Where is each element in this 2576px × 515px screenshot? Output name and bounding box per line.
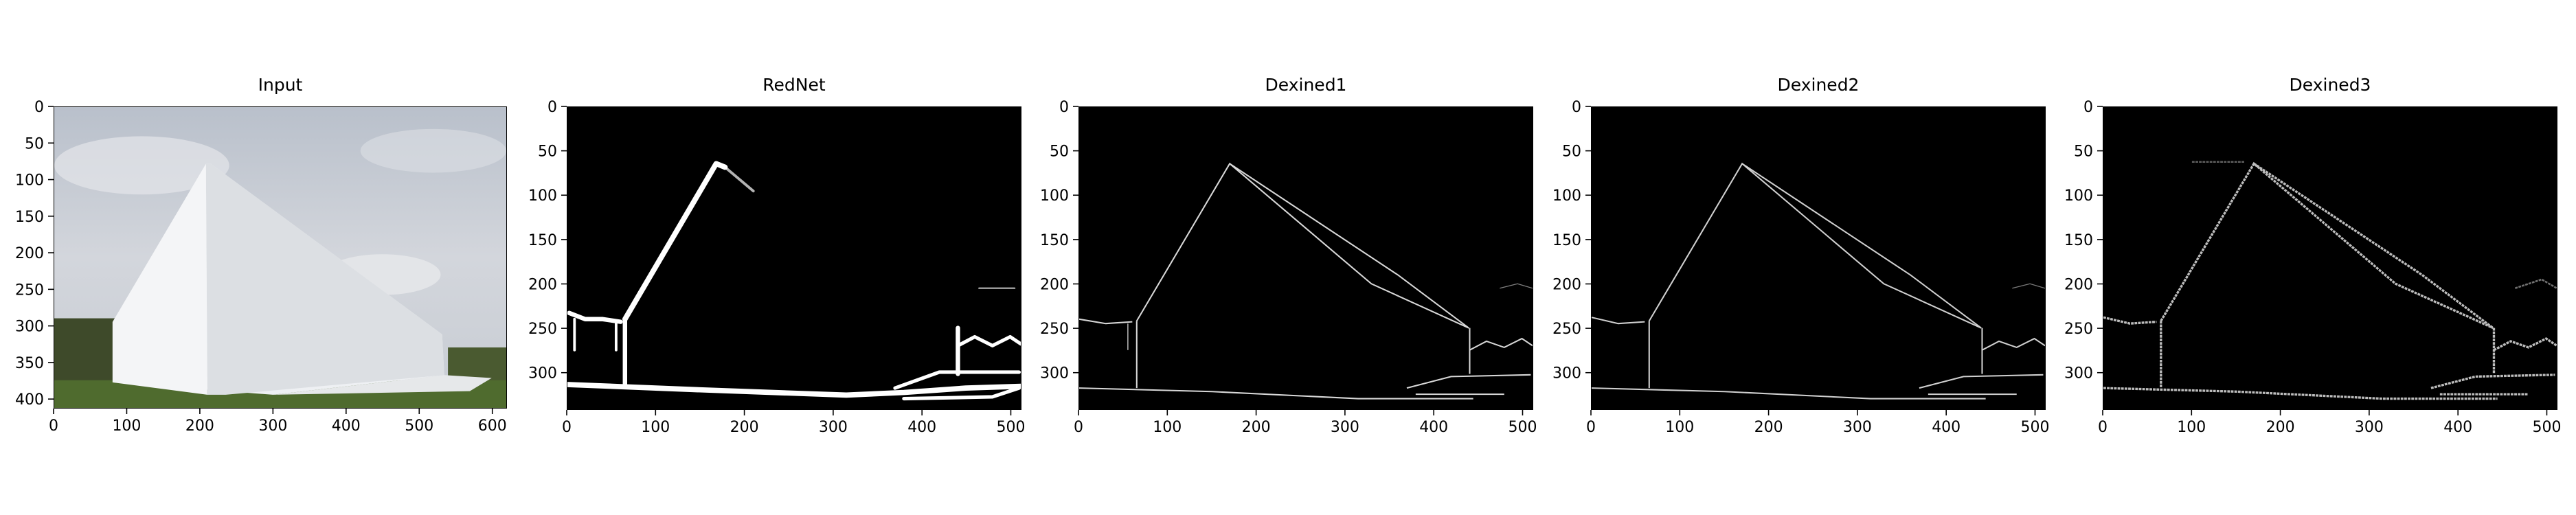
y-tick-label: 200 [1552,276,1581,293]
x-tick-label: 400 [1419,419,1448,436]
axes: 0 100 200 300 400 500 0 50 100 150 200 250 300 [1552,99,2049,436]
x-tick-label: 200 [1754,419,1783,436]
x-tick-label: 200 [2266,419,2295,436]
panel-title: RedNet [762,75,826,95]
panel-input: Input 0 100 200 300 400 500 600 0 50 100 150 200 250 [15,75,507,435]
x-tick-label: 400 [1932,419,1961,436]
y-tick-label: 250 [528,321,557,338]
edge-map [567,107,1021,409]
y-tick-label: 300 [2064,365,2093,382]
panel-dexined2: Dexined2 0 100 200 300 400 500 0 50 100 150 200 250… [1552,75,2049,436]
y-tick-label: 250 [15,282,44,299]
panel-dexined3: Dexined3 0 100 200 300 400 500 0 50 100 150 200 250… [2064,75,2561,436]
x-tick-label: 500 [996,419,1025,436]
panel-title: Dexined2 [1777,75,1860,95]
y-tick-label: 100 [528,187,557,205]
x-tick-label: 100 [1153,419,1182,436]
axes: 0 100 200 300 400 500 0 50 100 150 200 250 300 [528,99,1025,436]
x-tick-label: 500 [1508,419,1537,436]
y-tick-label: 50 [25,135,44,152]
x-tick-label: 500 [405,417,433,435]
axes: 0 100 200 300 400 500 0 50 100 150 200 250 300 [1040,99,1537,436]
y-tick-label: 50 [1050,144,1069,161]
x-tick-label: 0 [49,417,58,435]
x-tick-label: 300 [819,419,848,436]
y-tick-label: 0 [547,99,557,116]
y-tick-label: 200 [2064,276,2093,293]
y-tick-label: 300 [15,319,44,336]
y-tick-label: 250 [1040,321,1069,338]
axes: 0 100 200 300 400 500 0 50 100 150 200 250 300 [2064,99,2561,436]
y-tick-label: 150 [15,209,44,226]
x-tick-label: 300 [2355,419,2384,436]
x-tick-label: 200 [185,417,214,435]
y-tick-label: 200 [528,276,557,293]
y-tick-label: 100 [15,172,44,190]
y-tick-label: 150 [2064,232,2093,249]
y-tick-label: 0 [1572,99,1581,116]
panel-title: Dexined1 [1265,75,1347,95]
y-tick-label: 400 [15,391,44,409]
x-tick-label: 100 [112,417,141,435]
y-tick-label: 200 [1040,276,1069,293]
edge-map [1592,107,2045,409]
x-tick-label: 300 [1843,419,1872,436]
x-tick-label: 0 [562,419,572,436]
y-tick-label: 100 [1552,187,1581,205]
x-tick-label: 100 [2177,419,2206,436]
panel-rednet: RedNet 0 100 200 300 400 500 0 50 100 150 200 250 30… [528,75,1025,436]
x-tick-label: 600 [478,417,507,435]
image-area [54,106,507,409]
x-tick-label: 400 [907,419,936,436]
y-tick-label: 50 [2074,144,2093,161]
y-tick-label: 50 [538,144,557,161]
x-tick-label: 500 [2532,419,2561,436]
edge-map [1079,107,1533,409]
x-tick-label: 0 [2098,419,2108,436]
x-tick-label: 0 [1074,419,1083,436]
x-tick-label: 500 [2020,419,2049,436]
y-tick-label: 250 [2064,321,2093,338]
y-tick-label: 100 [2064,187,2093,205]
y-tick-label: 150 [528,232,557,249]
y-tick-label: 350 [15,355,44,372]
image-area [567,106,1021,410]
y-tick-label: 0 [1059,99,1069,116]
y-tick-label: 300 [528,365,557,382]
panel-dexined1: Dexined1 0 100 200 300 400 500 0 50 100 150 200 250… [1040,75,1537,436]
x-tick-label: 0 [1586,419,1596,436]
image-area [1078,106,1533,410]
panel-title: Input [258,75,303,95]
x-tick-label: 200 [730,419,759,436]
y-tick-label: 150 [1040,232,1069,249]
y-tick-label: 200 [15,245,44,262]
x-tick-label: 100 [1665,419,1694,436]
x-tick-label: 300 [1331,419,1359,436]
x-tick-label: 400 [2443,419,2472,436]
image-area [1591,106,2046,410]
image-area [2103,106,2557,410]
y-tick-label: 0 [2083,99,2093,116]
y-tick-label: 250 [1552,321,1581,338]
y-tick-label: 50 [1562,144,1581,161]
y-tick-label: 300 [1552,365,1581,382]
house-photo [54,107,506,408]
x-tick-label: 300 [258,417,287,435]
y-tick-label: 100 [1040,187,1069,205]
y-tick-label: 150 [1552,232,1581,249]
x-tick-label: 200 [1242,419,1271,436]
x-tick-label: 400 [332,417,361,435]
y-tick-label: 0 [34,99,44,116]
axes: 0 100 200 300 400 500 600 0 50 100 150 200 250 300 350… [15,99,507,435]
panel-title: Dexined3 [2289,75,2371,95]
edge-map [2103,107,2557,409]
x-tick-label: 100 [641,419,670,436]
y-tick-label: 300 [1040,365,1069,382]
